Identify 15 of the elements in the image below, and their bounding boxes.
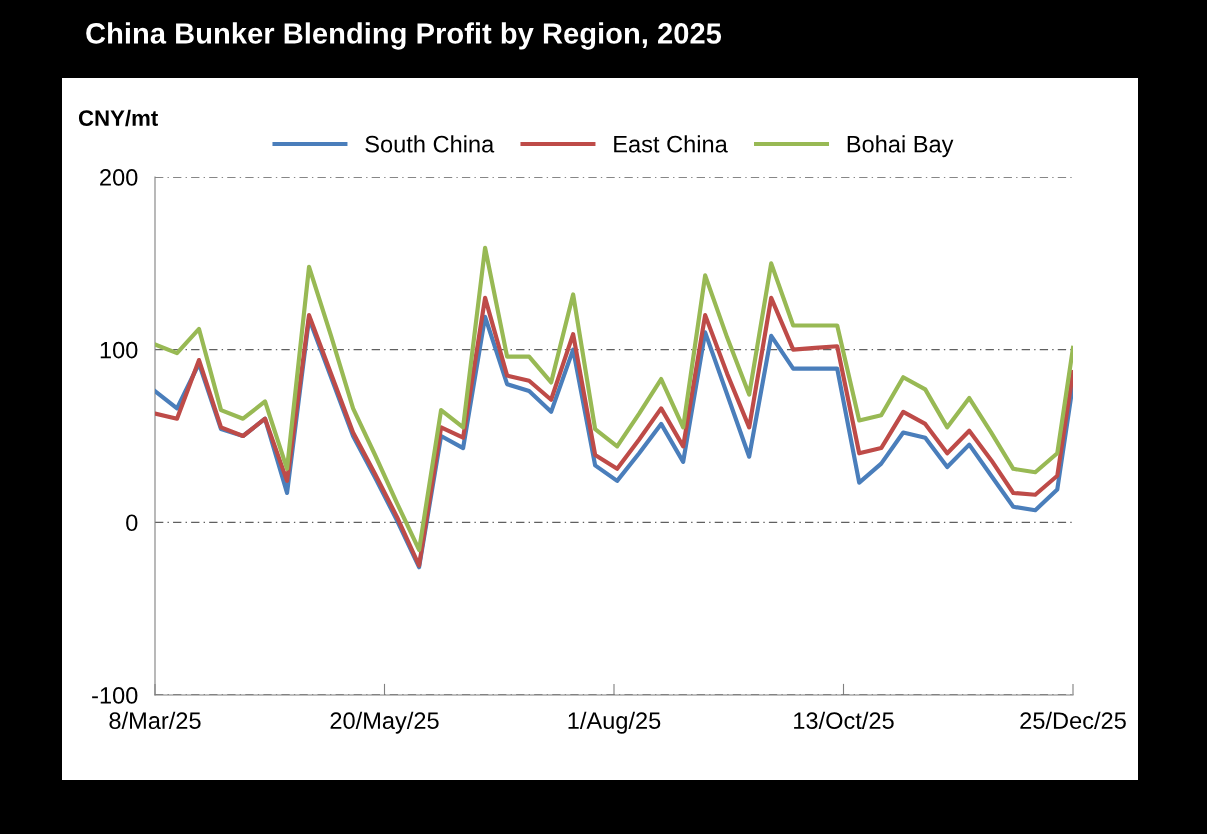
x-tick-label: 8/Mar/25 bbox=[109, 711, 201, 730]
y-tick-label: 100 bbox=[100, 341, 138, 359]
legend-label: Bohai Bay bbox=[847, 135, 954, 158]
y-axis-title: CNY/mt bbox=[78, 109, 158, 127]
legend-label: South China bbox=[365, 135, 495, 153]
x-tick-label: 1/Aug/25 bbox=[568, 711, 661, 734]
legend-label: East China bbox=[614, 135, 728, 153]
x-tick-label: 13/Oct/25 bbox=[794, 711, 894, 730]
x-tick-label: 25/Dec/25 bbox=[1020, 711, 1126, 730]
line-series bbox=[155, 245, 1073, 553]
y-tick-label: -100 bbox=[92, 687, 138, 704]
x-tick-label: 20/May/25 bbox=[330, 711, 439, 734]
y-tick-label: 0 bbox=[126, 514, 138, 532]
chart-title: China Bunker Blending Profit by Region, 2025 bbox=[86, 22, 722, 50]
y-tick-label: 200 bbox=[100, 169, 138, 186]
